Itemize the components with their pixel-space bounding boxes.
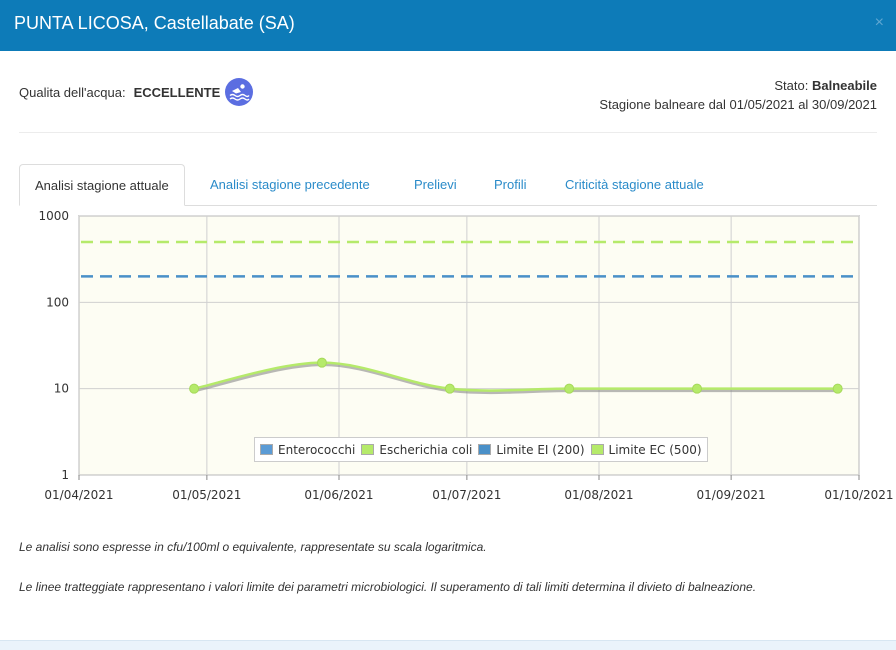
page-title: PUNTA LICOSA, Castellabate (SA) <box>14 13 295 33</box>
x-tick-label: 01/08/2021 <box>564 488 633 502</box>
series-line <box>193 361 838 392</box>
limit-lines <box>81 240 857 278</box>
season-dates: Stagione balneare dal 01/05/2021 al 30/0… <box>599 97 877 112</box>
y-tick-label: 10 <box>54 382 69 396</box>
series-lines <box>193 361 839 395</box>
legend-label-limit-ec: Limite EC (500) <box>608 442 702 457</box>
x-tick-label: 01/06/2021 <box>304 488 373 502</box>
x-tick-label: 01/09/2021 <box>697 488 766 502</box>
legend-item[interactable]: Limite EC (500) <box>590 442 702 457</box>
y-tick-label: 1 <box>61 468 69 482</box>
note-units: Le analisi sono espresse in cfu/100ml o … <box>19 540 487 554</box>
x-tick-label: 01/05/2021 <box>172 488 241 502</box>
status-block: Stato: Balneabile Stagione balneare dal … <box>599 76 877 114</box>
tab-previous-season[interactable]: Analisi stagione precedente <box>210 177 370 192</box>
data-point[interactable] <box>444 383 455 394</box>
water-quality: Qualita dell'acqua: ECCELLENTE <box>19 78 254 106</box>
data-point[interactable] <box>692 383 703 394</box>
legend-swatch <box>361 444 375 455</box>
legend-item[interactable]: Escherichia coli <box>361 443 472 457</box>
legend-item[interactable]: Limite EI (200) <box>478 442 585 457</box>
x-tick-label: 01/04/2021 <box>44 488 113 502</box>
status-badge: Balneabile <box>811 78 877 93</box>
legend-label-escherichia-coli: Escherichia coli <box>379 442 473 457</box>
y-tick-label: 1000 <box>38 209 69 223</box>
data-point[interactable] <box>832 383 843 394</box>
y-tick-label: 100 <box>46 295 69 309</box>
water-quality-value: ECCELLENTE <box>133 84 221 100</box>
tab-criticalities[interactable]: Criticità stagione attuale <box>565 177 704 192</box>
footer-bar <box>0 640 896 650</box>
close-icon[interactable]: × <box>874 14 884 31</box>
status-line: Stato: Balneabile <box>599 76 877 95</box>
legend-swatch <box>260 444 273 455</box>
data-point[interactable] <box>564 383 575 394</box>
y-tick-labels: 1 10 100 1000 <box>38 209 69 482</box>
modal-header: PUNTA LICOSA, Castellabate (SA) × <box>0 0 896 51</box>
legend-item[interactable]: Enterococchi <box>260 443 355 457</box>
note-limits: Le linee tratteggiate rappresentano i va… <box>19 580 757 594</box>
tab-samples[interactable]: Prelievi <box>414 177 457 192</box>
bacteria-chart: 1 10 100 1000 01/04/2021 01/05/2021 01/06/202… <box>38 209 893 502</box>
tab-bar: Analisi stagione attuale Analisi stagion… <box>19 164 877 206</box>
tab-profiles[interactable]: Profili <box>494 177 527 192</box>
legend-label-limit-ei: Limite EI (200) <box>496 442 585 457</box>
x-tick-label: 01/07/2021 <box>432 488 501 502</box>
water-quality-label: Qualita dell'acqua: <box>19 84 126 100</box>
swimmer-icon <box>225 78 254 106</box>
status-label: Stato: <box>774 78 809 93</box>
tab-current-season[interactable]: Analisi stagione attuale <box>19 164 185 206</box>
legend-swatch <box>478 444 492 455</box>
series-points <box>189 357 843 394</box>
series-shadow <box>194 363 839 395</box>
chart-legend: Enterococchi Escherichia coli Limite EI … <box>254 437 708 462</box>
data-point[interactable] <box>189 383 200 394</box>
x-tick-label: 01/10/2021 <box>824 488 893 502</box>
divider <box>19 132 877 133</box>
legend-swatch <box>590 444 604 455</box>
legend-label-enterococchi: Enterococchi <box>278 442 356 457</box>
data-point[interactable] <box>316 357 327 368</box>
x-tick-labels: 01/04/2021 01/05/2021 01/06/2021 01/07/2021… <box>44 488 893 502</box>
plot-area <box>78 215 860 476</box>
